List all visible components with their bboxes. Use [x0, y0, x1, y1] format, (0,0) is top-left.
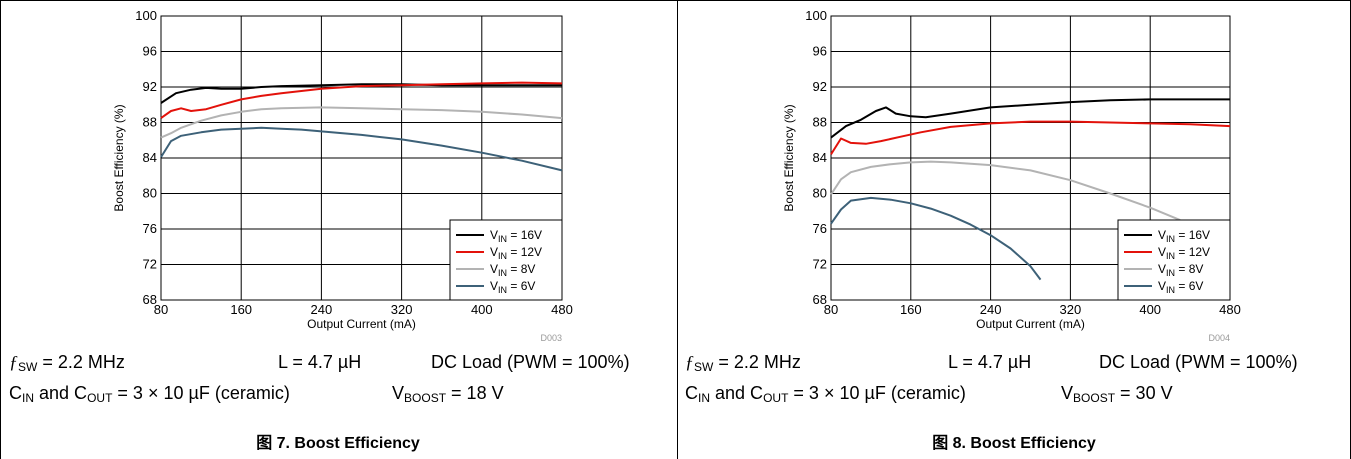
legend-label: VIN = 12V [490, 245, 542, 261]
x-tick-label: 240 [980, 302, 1002, 317]
x-tick-label: 400 [1139, 302, 1161, 317]
legend-label: VIN = 8V [490, 262, 535, 278]
switching-frequency: ƒSW = 2.2 MHz [9, 352, 125, 374]
x-tick-label: 240 [311, 302, 333, 317]
plot-area [160, 15, 563, 301]
inductor-value: L = 4.7 µH [278, 352, 362, 372]
capacitor-condition: CIN and COUT = 3 × 10 µF (ceramic) [685, 383, 966, 405]
x-tick-label: 160 [900, 302, 922, 317]
y-tick-label: 84 [143, 150, 157, 165]
y-tick-label: 96 [813, 44, 827, 59]
capacitor-condition: CIN and COUT = 3 × 10 µF (ceramic) [9, 383, 290, 405]
series-line [160, 106, 563, 139]
y-tick-label: 80 [143, 186, 157, 201]
legend-label: VIN = 16V [1158, 228, 1210, 244]
figure-panel-7: 80 160 240 320 400 480 68 72 76 80 84 88 92 96 100 Outp… [9, 8, 630, 452]
top-border [0, 0, 1351, 1]
y-tick-label: 88 [813, 115, 827, 130]
series-line [830, 98, 1230, 139]
legend-label: VIN = 6V [490, 279, 535, 295]
series-line [830, 120, 1231, 155]
series-line [160, 83, 562, 104]
y-tick-label: 76 [143, 221, 157, 236]
legend-label: VIN = 12V [1158, 245, 1210, 261]
y-tick-label: 84 [813, 150, 827, 165]
y-tick-label: 72 [143, 257, 157, 272]
x-tick-label: 480 [551, 302, 573, 317]
load-condition: DC Load (PWM = 100%) [1099, 352, 1298, 372]
x-axis-label: Output Current (mA) [976, 317, 1085, 331]
switching-frequency: ƒSW = 2.2 MHz [685, 352, 801, 374]
y-tick-label: 76 [813, 221, 827, 236]
y-axis-label: Boost Efficiency (%) [782, 104, 796, 211]
y-tick-label: 100 [135, 8, 157, 23]
panel-frame-left [0, 0, 1, 459]
series-line [830, 160, 1181, 222]
legend-label: VIN = 6V [1158, 279, 1203, 295]
y-tick-label: 80 [813, 186, 827, 201]
x-tick-label: 320 [391, 302, 413, 317]
figure-id: D003 [540, 333, 562, 343]
y-axis-label: Boost Efficiency (%) [112, 104, 126, 211]
y-tick-label: 96 [143, 44, 157, 59]
series-line [160, 81, 563, 119]
y-tick-label: 68 [143, 292, 157, 307]
series-line [160, 126, 563, 172]
y-tick-label: 72 [813, 257, 827, 272]
x-tick-label: 320 [1060, 302, 1082, 317]
plot-area [830, 15, 1231, 301]
inductor-value: L = 4.7 µH [948, 352, 1032, 372]
figure-caption: 图 7. Boost Efficiency [256, 435, 420, 452]
legend-label: VIN = 16V [490, 228, 542, 244]
legend-label: VIN = 8V [1158, 262, 1203, 278]
x-tick-label: 80 [824, 302, 838, 317]
efficiency-chart-30v: 80 160 240 320 400 480 68 72 76 80 84 88 92 96 100 Outp… [782, 8, 1241, 343]
x-axis-label: Output Current (mA) [307, 317, 416, 331]
figure-id: D004 [1208, 333, 1230, 343]
y-tick-label: 92 [813, 79, 827, 94]
y-tick-label: 68 [813, 292, 827, 307]
vboost-condition: VBOOST = 18 V [392, 383, 504, 405]
figure-panel-8: 80 160 240 320 400 480 68 72 76 80 84 88 92 96 100 Outp… [676, 0, 1351, 459]
vboost-condition: VBOOST = 30 V [1061, 383, 1173, 405]
x-tick-label: 480 [1219, 302, 1241, 317]
x-tick-label: 80 [154, 302, 168, 317]
figure-caption: 图 8. Boost Efficiency [932, 435, 1096, 452]
y-tick-label: 100 [805, 8, 827, 23]
y-tick-label: 88 [143, 115, 157, 130]
load-condition: DC Load (PWM = 100%) [431, 352, 630, 372]
y-tick-label: 92 [143, 79, 157, 94]
x-tick-label: 160 [230, 302, 252, 317]
efficiency-chart-18v: 80 160 240 320 400 480 68 72 76 80 84 88 92 96 100 Outp… [112, 8, 573, 343]
series-line [830, 196, 1042, 281]
x-tick-label: 400 [471, 302, 493, 317]
